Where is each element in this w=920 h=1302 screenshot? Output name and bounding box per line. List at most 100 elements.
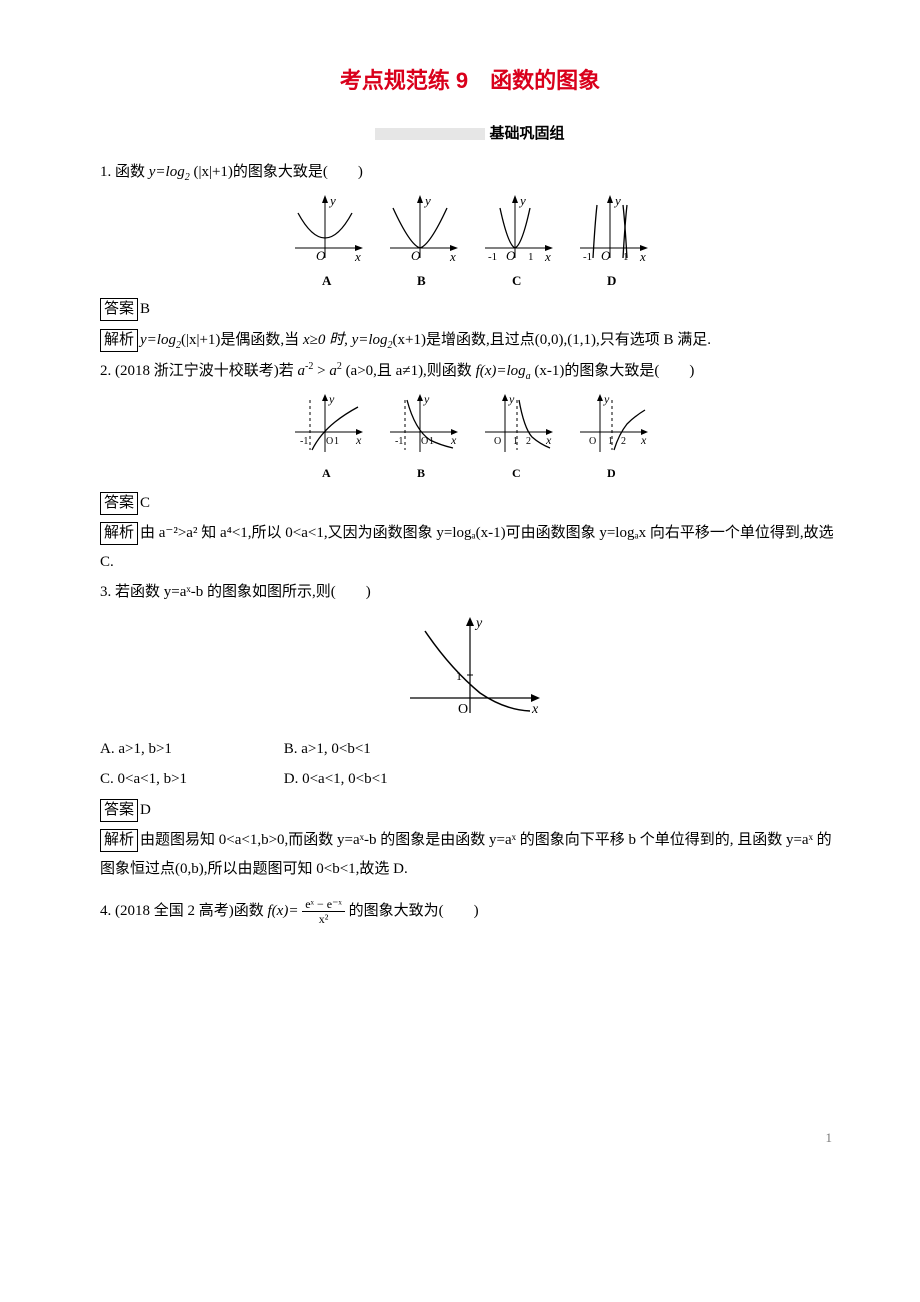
svg-text:x: x	[450, 433, 457, 447]
q3-ans-val: D	[140, 802, 151, 818]
q4-post: 的图象大致为( )	[349, 903, 479, 919]
header-bar	[375, 128, 485, 140]
svg-text:x: x	[354, 249, 361, 264]
svg-text:1: 1	[513, 436, 518, 447]
svg-text:O: O	[494, 436, 501, 447]
q2-choices: yxO -1 1 A yxO -1 1 B yxO 1 2 C yxO 1 2 …	[100, 392, 840, 487]
svg-text:C: C	[512, 466, 521, 480]
q3-options-row1: A. a>1, b>1 B. a>1, 0<b<1	[100, 735, 840, 764]
q1-func: y=log2	[149, 164, 190, 180]
svg-text:y: y	[508, 392, 515, 406]
svg-text:y: y	[613, 193, 621, 208]
q4-fraction: eˣ − e⁻ˣ x²	[302, 898, 345, 925]
svg-text:O: O	[589, 436, 596, 447]
q2-b: a	[526, 371, 531, 382]
q2-exp: 由 a⁻²>a² 知 a⁴<1,所以 0<a<1,又因为函数图象 y=logₐ(…	[100, 525, 834, 570]
svg-text:y: y	[474, 616, 483, 631]
q1-e1: y=log	[140, 332, 176, 348]
svg-text:B: B	[417, 273, 426, 288]
q3-options-row2: C. 0<a<1, b>1 D. 0<a<1, 0<b<1	[100, 765, 840, 794]
section-header: 基础巩固组	[100, 120, 840, 149]
svg-text:C: C	[512, 273, 521, 288]
svg-text:y: y	[328, 193, 336, 208]
q2-gt: >	[317, 363, 325, 379]
svg-text:y: y	[423, 392, 430, 406]
q1-pre: 1. 函数	[100, 164, 149, 180]
q2-stem: 2. (2018 浙江宁波十校联考)若 a-2 > a2 (a>0,且 a≠1)…	[100, 357, 840, 386]
q3-optC: C. 0<a<1, b>1	[100, 765, 280, 794]
explain-tag: 解析	[100, 522, 138, 545]
svg-text:O: O	[506, 248, 516, 263]
q1-stem: 1. 函数 y=log2 (|x|+1)的图象大致是( )	[100, 158, 840, 187]
svg-text:y: y	[518, 193, 526, 208]
svg-text:O: O	[411, 248, 421, 263]
q1-e3: x≥0 时, y=log	[303, 332, 388, 348]
svg-text:x: x	[639, 249, 646, 264]
svg-text:D: D	[607, 466, 616, 480]
q1-arg: (|x|+1)的图象大致是( )	[193, 164, 362, 180]
q4-f: f(x)=	[268, 903, 299, 919]
svg-text:-1: -1	[583, 251, 592, 263]
svg-text:A: A	[322, 466, 331, 480]
q1-explain: 解析y=log2(|x|+1)是偶函数,当 x≥0 时, y=log2(x+1)…	[100, 326, 840, 355]
svg-text:-1: -1	[488, 251, 497, 263]
svg-text:D: D	[607, 273, 616, 288]
q2-s1: 2. (2018 浙江宁波十校联考)若	[100, 363, 298, 379]
doc-title: 考点规范练 9 函数的图象	[100, 60, 840, 102]
q1-e4: (x+1)是增函数,且过点(0,0),(1,1),只有选项 B 满足.	[393, 332, 711, 348]
svg-text:y: y	[603, 392, 610, 406]
q3-optB: B. a>1, 0<b<1	[284, 735, 464, 764]
svg-text:1: 1	[528, 251, 534, 263]
svg-text:B: B	[417, 466, 425, 480]
svg-text:x: x	[545, 433, 552, 447]
q3-answer: 答案D	[100, 796, 840, 825]
svg-text:-1: -1	[300, 436, 308, 447]
q3-exp: 由题图易知 0<a<1,b>0,而函数 y=aˣ-b 的图象是由函数 y=aˣ …	[100, 832, 832, 877]
svg-text:x: x	[449, 249, 456, 264]
svg-text:y: y	[328, 392, 335, 406]
q2-a2: a	[329, 363, 337, 379]
q3-optD: D. 0<a<1, 0<b<1	[284, 765, 464, 794]
svg-text:-1: -1	[395, 436, 403, 447]
answer-tag: 答案	[100, 298, 138, 321]
q3-explain: 解析由题图易知 0<a<1,b>0,而函数 y=aˣ-b 的图象是由函数 y=a…	[100, 826, 840, 883]
q1-e2: (|x|+1)是偶函数,当	[181, 332, 303, 348]
q4-frac-num: eˣ − e⁻ˣ	[302, 898, 345, 912]
svg-text:1: 1	[608, 436, 613, 447]
q4-stem: 4. (2018 全国 2 高考)函数 f(x)= eˣ − e⁻ˣ x² 的图…	[100, 897, 840, 926]
q2-explain: 解析由 a⁻²>a² 知 a⁴<1,所以 0<a<1,又因为函数图象 y=log…	[100, 519, 840, 576]
explain-tag: 解析	[100, 329, 138, 352]
svg-text:2: 2	[526, 436, 531, 447]
q4-pre: 4. (2018 全国 2 高考)函数	[100, 903, 268, 919]
q2-ans-val: C	[140, 495, 150, 511]
q4-frac-den: x²	[302, 912, 345, 925]
q3-optA: A. a>1, b>1	[100, 735, 280, 764]
q1-choices: yxO A yxO B yxO -11 C yxO -11 D	[100, 193, 840, 293]
svg-text:x: x	[531, 702, 539, 717]
svg-text:1: 1	[334, 436, 339, 447]
q2-graph-svg: yxO -1 1 A yxO -1 1 B yxO 1 2 C yxO 1 2 …	[270, 392, 670, 487]
q3-graph-svg: yx O 1	[390, 613, 550, 733]
svg-text:O: O	[316, 248, 326, 263]
explain-tag: 解析	[100, 829, 138, 852]
q2-answer: 答案C	[100, 489, 840, 518]
q2-e2: 2	[337, 361, 342, 372]
svg-text:x: x	[640, 433, 647, 447]
q2-p3: (x-1)的图象大致是( )	[534, 363, 694, 379]
page-number: 1	[100, 1126, 840, 1151]
q2-e1: -2	[305, 361, 313, 372]
svg-text:x: x	[355, 433, 362, 447]
svg-text:x: x	[544, 249, 551, 264]
q3-stem: 3. 若函数 y=aˣ-b 的图象如图所示,则( )	[100, 578, 840, 607]
section-header-text: 基础巩固组	[489, 125, 564, 142]
q1-answer: 答案B	[100, 295, 840, 324]
svg-text:2: 2	[621, 436, 626, 447]
svg-text:O: O	[326, 436, 333, 447]
q1-graph-svg: yxO A yxO B yxO -11 C yxO -11 D	[270, 193, 670, 293]
svg-text:y: y	[423, 193, 431, 208]
q2-a1: a	[298, 363, 306, 379]
svg-text:O: O	[601, 248, 611, 263]
q3-figure: yx O 1	[100, 613, 840, 733]
answer-tag: 答案	[100, 492, 138, 515]
q2-p2: f(x)=log	[476, 363, 526, 379]
